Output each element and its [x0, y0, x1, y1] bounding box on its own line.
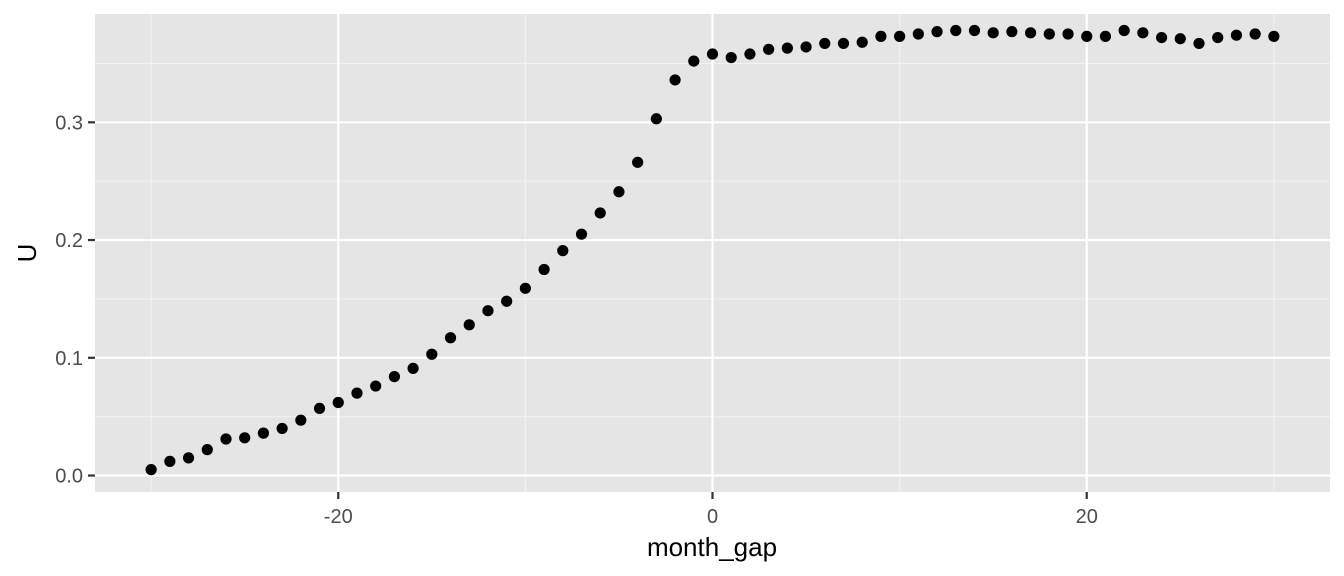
- data-point: [725, 51, 737, 64]
- data-point: [650, 113, 662, 125]
- data-point: [276, 422, 288, 435]
- data-point: [1230, 29, 1243, 41]
- data-point: [501, 295, 513, 307]
- data-point: [987, 27, 999, 39]
- x-tick-label: 0: [707, 506, 718, 528]
- y-tick-label: 0.3: [55, 112, 83, 134]
- data-point: [1081, 30, 1093, 42]
- y-tick-label: 0.0: [55, 466, 83, 488]
- data-point: [1118, 24, 1130, 37]
- data-point: [538, 263, 550, 276]
- data-point: [145, 464, 157, 476]
- major-gridlines: [95, 14, 1330, 492]
- data-point: [781, 42, 793, 54]
- x-tick-label: -20: [324, 506, 353, 528]
- data-point: [1137, 27, 1149, 39]
- data-point: [426, 348, 438, 360]
- data-point: [313, 402, 326, 415]
- data-point: [182, 452, 195, 464]
- y-tick-label: 0.2: [55, 230, 83, 252]
- data-point: [388, 371, 400, 383]
- x-tick-label: 20: [1076, 506, 1098, 528]
- data-point: [332, 396, 344, 409]
- data-point: [351, 387, 363, 399]
- data-point: [1193, 37, 1205, 50]
- data-point: [669, 74, 681, 86]
- data-point: [239, 432, 251, 444]
- data-point: [1212, 31, 1224, 44]
- data-point: [1155, 31, 1168, 44]
- data-point: [706, 48, 719, 60]
- data-point: [519, 282, 531, 294]
- data-point: [800, 41, 812, 53]
- data-point: [463, 319, 475, 331]
- data-point: [894, 30, 906, 42]
- data-point: [1268, 30, 1280, 42]
- data-point: [1025, 27, 1037, 39]
- data-point: [1006, 26, 1018, 38]
- data-point: [1062, 28, 1074, 40]
- data-point: [856, 36, 868, 48]
- data-point: [482, 305, 494, 317]
- data-point: [744, 48, 756, 60]
- data-point: [370, 380, 382, 392]
- data-point: [444, 332, 457, 344]
- data-point: [912, 28, 924, 40]
- data-point: [220, 433, 232, 445]
- x-axis-title: month_gap: [647, 532, 777, 562]
- data-point: [632, 156, 644, 168]
- data-points: [145, 24, 1280, 476]
- data-point: [557, 245, 569, 257]
- y-axis-ticks: 0.0 0.1 0.2 0.3: [55, 112, 95, 488]
- y-tick-label: 0.1: [55, 348, 83, 370]
- data-point: [594, 207, 606, 219]
- data-point: [931, 26, 943, 38]
- data-point: [1043, 28, 1055, 40]
- x-axis-ticks: -20 0 20: [324, 492, 1098, 528]
- data-point: [950, 24, 962, 37]
- data-point: [575, 228, 588, 240]
- data-point: [201, 444, 213, 456]
- data-point: [257, 427, 270, 439]
- y-axis-title: U: [12, 244, 42, 263]
- data-point: [295, 414, 307, 426]
- data-point: [164, 455, 176, 467]
- data-point: [763, 43, 775, 55]
- data-point: [688, 55, 700, 67]
- data-point: [819, 37, 831, 50]
- data-point: [875, 30, 887, 42]
- data-point: [407, 362, 419, 374]
- data-point: [613, 186, 625, 198]
- data-point: [1099, 30, 1112, 42]
- data-point: [968, 24, 981, 37]
- data-point: [837, 37, 850, 50]
- data-point: [1174, 33, 1186, 45]
- data-point: [1249, 28, 1261, 40]
